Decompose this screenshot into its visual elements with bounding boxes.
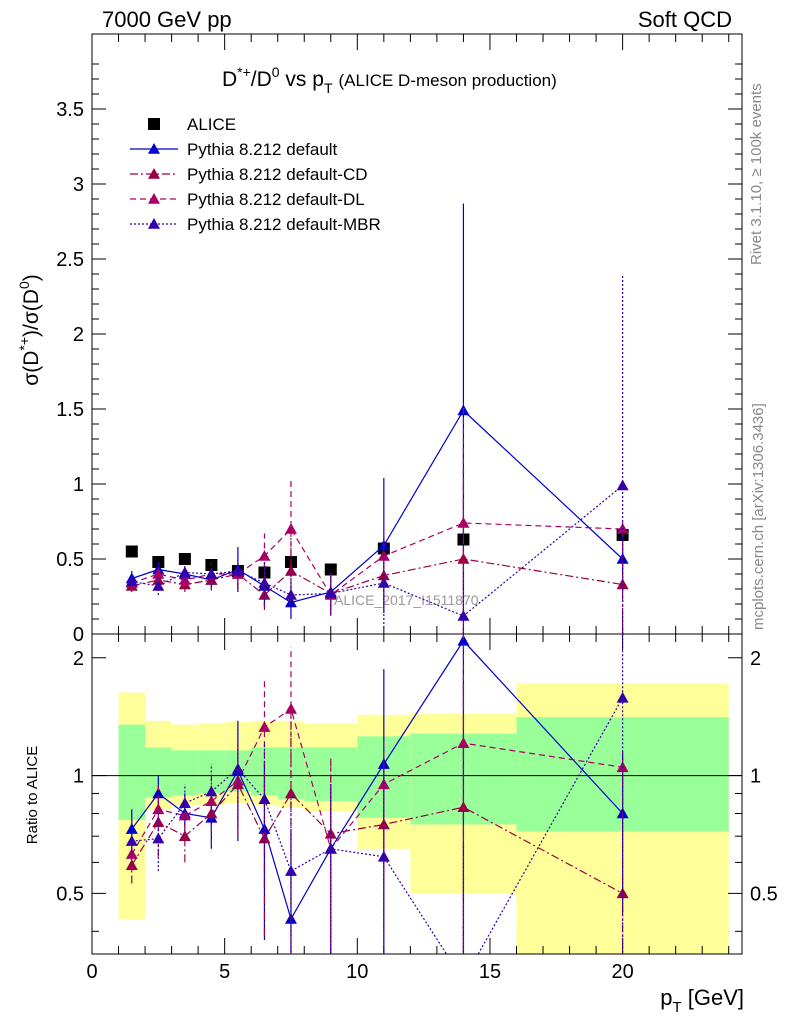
pythia-default-mbr-line xyxy=(131,697,624,954)
pythia-default-dl-point xyxy=(258,721,271,732)
pythia-default-mbr-point xyxy=(324,587,337,599)
legend-label: Pythia 8.212 default-CD xyxy=(187,165,368,184)
main-y-tick-label: 3 xyxy=(73,174,84,196)
pythia-default-dl-point xyxy=(284,523,297,534)
pythia-default-mbr-point xyxy=(125,575,138,587)
ratio-y-tick-label-right: 1 xyxy=(750,766,761,788)
header-left-label: 7000 GeV pp xyxy=(102,7,232,32)
pythia-default-mbr-point xyxy=(324,842,337,854)
legend-label: Pythia 8.212 default xyxy=(187,140,338,159)
alice-data-point xyxy=(178,553,191,565)
main-y-tick-label: 2.5 xyxy=(56,249,84,271)
legend-label: ALICE xyxy=(187,115,236,134)
main-y-tick-label: 1 xyxy=(73,474,84,496)
ratio-y-tick-label: 0.5 xyxy=(56,883,84,905)
pythia-default-cd-point xyxy=(616,578,629,590)
ratio-y-tick-label: 2 xyxy=(73,648,84,670)
pythia-default-mbr-point xyxy=(152,832,165,844)
pythia-default-dl-point xyxy=(457,737,470,748)
pythia-default-dl-point xyxy=(258,550,271,561)
legend-marker xyxy=(148,168,160,179)
pythia-default-mbr-point xyxy=(457,974,469,985)
analysis-id-label: ALICE_2017_I1511870 xyxy=(334,592,479,608)
x-tick-label: 15 xyxy=(479,961,501,983)
pythia-default-dl-point xyxy=(152,803,165,815)
main-y-tick-label: 2 xyxy=(73,324,84,346)
ratio-y-tick-label: 1 xyxy=(73,766,84,788)
legend-marker-alice xyxy=(148,118,160,130)
pythia-default-mbr-point xyxy=(616,691,629,703)
pythia-default-mbr-point xyxy=(152,580,165,591)
mcplots-label: mcplots.cern.ch [arXiv:1306.3436] xyxy=(750,403,767,630)
x-tick-label: 0 xyxy=(86,961,97,983)
legend-marker xyxy=(148,143,160,154)
plot-subtitle: (ALICE D-meson production) xyxy=(339,71,557,90)
x-axis: 0 5 10 15 20 xyxy=(86,34,730,983)
pythia-default-mbr-point xyxy=(125,835,138,846)
header-right-label: Soft QCD xyxy=(638,7,732,32)
pythia-default-mbr-point xyxy=(231,762,244,774)
main-y-tick-label: 3.5 xyxy=(56,99,84,121)
pythia-default-dl-point xyxy=(284,702,297,714)
pythia-default-dl-point xyxy=(125,848,138,859)
pythia-default-dl-point xyxy=(152,568,165,579)
pythia-default-cd-point xyxy=(616,887,629,899)
pythia-default-mbr-point xyxy=(205,568,218,579)
ratio-y-axis-label: Ratio to ALICE xyxy=(24,746,41,844)
ratio-y-axis: 0.5 0.5 1 1 2 2 xyxy=(56,648,778,932)
ratio-plot-frame xyxy=(91,633,743,955)
pythia-default-point xyxy=(152,787,165,799)
x-tick-label: 20 xyxy=(611,961,633,983)
pythia-default-dl-point xyxy=(457,517,470,528)
main-y-tick-label: 0.5 xyxy=(56,549,84,571)
main-y-axis-label: σ(D*+)/σ(D0) xyxy=(16,274,43,386)
pythia-default-dl-point xyxy=(205,795,218,807)
x-tick-label: 10 xyxy=(346,961,368,983)
legend-marker xyxy=(148,193,160,204)
x-axis-label: pT [GeV] xyxy=(660,985,744,1016)
pythia-default-mbr-point xyxy=(231,565,244,576)
pythia-default-cd-point xyxy=(205,807,218,819)
pythia-default-mbr-point xyxy=(258,577,271,588)
ratio-y-tick-label-right: 2 xyxy=(750,648,761,670)
pythia-default-mbr-point xyxy=(377,850,390,862)
ratio-band-inner xyxy=(171,750,199,796)
rivet-version-label: Rivet 3.1.10, ≥ 100k events xyxy=(748,83,765,265)
legend-label: Pythia 8.212 default-MBR xyxy=(187,215,381,234)
main-y-axis: 0 0.5 1 1.5 2 2.5 3 3.5 xyxy=(56,63,742,646)
main-y-tick-label: 0 xyxy=(73,624,84,646)
x-tick-label: 5 xyxy=(219,961,230,983)
alice-data-point xyxy=(324,563,337,576)
pythia-default-cd-line xyxy=(131,558,623,596)
pythia-default-mbr-point xyxy=(457,610,470,621)
legend-label: Pythia 8.212 default-DL xyxy=(187,190,365,209)
pythia-default-mbr-point xyxy=(258,793,271,805)
plot-title: D*+/D0 vs pT (ALICE D-meson production) xyxy=(222,64,557,96)
alice-data-point xyxy=(125,545,138,558)
ratio-y-tick-label-right: 0.5 xyxy=(750,883,778,905)
pythia-default-dl-point xyxy=(231,774,244,786)
pythia-default-mbr-point xyxy=(377,577,390,588)
legend-marker xyxy=(148,218,160,229)
ratio-band-inner xyxy=(118,724,146,820)
pythia-default-mbr-point xyxy=(205,785,218,797)
pythia-default-cd-point xyxy=(284,565,297,576)
pythia-default-mbr-point xyxy=(178,566,191,578)
legend: ALICE Pythia 8.212 default Pythia 8.212 de… xyxy=(130,115,381,234)
pythia-default-mbr-point xyxy=(284,865,297,876)
pythia-default-mbr-point xyxy=(284,589,297,600)
main-plot-series xyxy=(125,203,629,634)
pythia-default-mbr-point xyxy=(178,797,191,808)
pythia-default-mbr-point xyxy=(616,479,629,491)
ratio-plot-series xyxy=(125,634,629,985)
pythia-default-cd-point xyxy=(125,859,138,871)
main-y-tick-label: 1.5 xyxy=(56,399,84,421)
